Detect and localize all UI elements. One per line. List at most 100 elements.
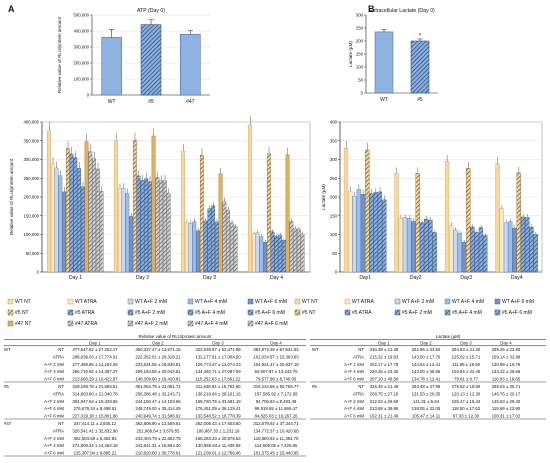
atp-days-bar xyxy=(196,230,200,273)
atp-days-ytick-label: 50,000 xyxy=(26,251,40,256)
table-lactate-header-cell: Day 1 xyxy=(378,341,390,346)
table-lactate-cell: 138.05 ± 32.05 xyxy=(412,406,441,411)
atp-days-bar xyxy=(263,242,267,273)
legend-atp-swatch xyxy=(7,298,14,305)
lactate-days-bar xyxy=(525,217,530,273)
lactate-days-xtick-label: Day4 xyxy=(511,275,523,281)
table-atp-cell: A+F 6 mM xyxy=(44,414,64,419)
table-lactate-cell: 202.17 ± 17.78 xyxy=(370,362,399,367)
table-atp-cell: 104,921.47 ± 20,837.15 xyxy=(253,362,299,367)
atp-days-bar xyxy=(147,181,152,273)
table-lactate-cell: 143.00 ± 35.56 xyxy=(412,369,441,374)
atp-days-bar xyxy=(155,177,160,273)
panel-label-b: B xyxy=(368,4,375,14)
table-atp-cell: 133,548.52 ± 18,778.39 xyxy=(195,414,241,419)
atp-days-bar xyxy=(274,236,279,273)
legend-lactate-label: #5 ATRA xyxy=(352,310,372,316)
atp-day0-xtick-label: #5 xyxy=(148,99,154,105)
table-atp-cell: 213,660.29 ± 16,422.97 xyxy=(72,377,118,382)
atp-days-bar xyxy=(88,151,93,273)
table-atp-cell: 314,803.80 ± 21,340.78 xyxy=(72,391,118,396)
lactate-days-bar xyxy=(478,227,484,273)
atp-days-xtick-label: Day 4 xyxy=(270,275,283,281)
lactate-days-bar xyxy=(453,229,458,273)
table-lactate-cell: 105.47 ± 15.44 xyxy=(452,399,481,404)
atp-days-bar xyxy=(222,201,227,273)
table-atp-cell: NT xyxy=(58,421,64,426)
legend-atp-label: #5 NT xyxy=(15,310,29,316)
legend-lactate-swatch xyxy=(394,298,401,305)
atp-days-bar xyxy=(188,223,193,273)
atp-days-ytick-label: 100,000 xyxy=(23,232,39,237)
lactate-day0-xtick-label: #5 xyxy=(417,97,423,103)
atp-days-bar xyxy=(296,228,301,273)
table-lactate-cell: 330.38 ± 21.49 xyxy=(370,347,399,352)
lactate-day0-xtick-label: WT xyxy=(380,97,388,103)
table-atp-cell: 215,307.94 ± 9,895.21 xyxy=(74,451,118,456)
atp-days-bar xyxy=(226,209,230,273)
lactate-days-bar xyxy=(394,173,399,273)
lactate-day0-bar xyxy=(374,31,394,94)
legend-lactate-label: WT A+F 6 mM xyxy=(502,299,534,305)
table-atp-cell: 311,646.94 ± 15,762.60 xyxy=(195,384,241,389)
legend-lactate-label: WT ATRA xyxy=(352,299,374,305)
table-lactate-header-cell: Day 3 xyxy=(460,341,472,346)
table-lactate-cell: 111.99 ± 18.50 xyxy=(452,362,481,367)
legend-atp-label: #5 A+F 2 mM xyxy=(135,310,165,316)
atp-days-bar xyxy=(203,220,208,273)
table-atp-cell: 350,337.47 ± 13,571.15 xyxy=(135,347,181,352)
table-lactate-cell: 289.26 ± 22.90 xyxy=(492,347,521,352)
table-atp-cell: 114,609.05 ± 7,426.85 xyxy=(255,443,298,448)
table-lactate-cell: 208.75 ± 27.18 xyxy=(370,391,399,396)
table-atp-cell: 209,184.55 ± 20,043.51 xyxy=(135,369,181,374)
table-lactate-cell: A+F 6 mM xyxy=(344,414,364,419)
legend-atp-swatch xyxy=(127,320,134,327)
atp-day0-xtick-label: #47 xyxy=(186,99,195,105)
table-lactate-cell: 262.96 ± 33.50 xyxy=(412,347,441,352)
legend-atp-swatch xyxy=(247,298,254,305)
table-atp-cell: #47 xyxy=(4,421,12,426)
legend-atp-swatch xyxy=(127,309,134,316)
table-lactate-header-cell: Day 2 xyxy=(420,341,432,346)
lactate-days-bar xyxy=(483,235,488,273)
legend-atp-label: WT ATRA xyxy=(75,299,97,305)
atp-days-bar xyxy=(95,168,100,273)
lactate-days-bar xyxy=(461,241,467,273)
legend-atp-label: #5 ATRA xyxy=(75,310,95,316)
table-atp-cell: 256,710.92 ± 14,387.37 xyxy=(72,369,118,374)
table-atp-cell: 132,177.91 ± 17,004.50 xyxy=(195,354,241,359)
lactate-days-ytick-label: 350 xyxy=(330,138,338,143)
table-atp-cell: 223,631.56 ± 19,830.81 xyxy=(135,362,181,367)
table-atp-cell: 134,492.71 ± 27,087.59 xyxy=(195,369,241,374)
lactate-day0-ytick-label: 300 xyxy=(356,13,364,18)
atp-days-bar xyxy=(259,236,264,273)
table-atp-cell: 210,620.60 ± 30,778.61 xyxy=(135,451,181,456)
lactate-days-bar xyxy=(428,220,433,273)
table-atp-cell: 302,504.69 ± 6,402.83 xyxy=(74,436,118,441)
lactate-days-bar xyxy=(457,232,462,273)
lactate-days-bar xyxy=(432,232,437,273)
lactate-day0-ytick-label: 250 xyxy=(356,26,364,31)
atp-days-bar xyxy=(184,222,189,273)
table-atp-cell: ATRA xyxy=(53,391,64,396)
atp-days-ytick-label: 350,000 xyxy=(23,138,39,143)
atp-days-ylabel: Relative value of RLU/protein amount xyxy=(9,158,14,235)
table-atp-cell: 186,887.33 ± 1,231.16 xyxy=(197,428,241,433)
table-lactate-cell: 134.22 ± 26.66 xyxy=(492,369,521,374)
lactate-days-ytick-label: 100 xyxy=(330,232,338,237)
atp-days-bar xyxy=(162,180,167,273)
table-atp-cell: 248,749.00 ± 35,414.45 xyxy=(135,406,181,411)
table-lactate-cell: 118.50 ± 17.62 xyxy=(452,406,481,411)
lactate-days-bar xyxy=(360,194,366,273)
table-lactate-cell: WT xyxy=(312,347,319,352)
lactate-day0-ytick-label: 0 xyxy=(361,91,364,96)
table-lactate-cell: 125.02 ± 15.71 xyxy=(452,354,481,359)
atp-days-bar xyxy=(251,233,256,273)
table-atp-header-cell: Day 3 xyxy=(212,341,224,346)
table-lactate-cell: A+F 2 mM xyxy=(344,362,364,367)
atp-days-bar xyxy=(132,140,137,273)
atp-days-bar xyxy=(47,130,51,273)
atp-days-bar xyxy=(233,226,238,273)
table-atp-cell: A+F 2 mM xyxy=(44,436,64,441)
table-lactate-cell: 103.84 ± 22.40 xyxy=(452,369,481,374)
